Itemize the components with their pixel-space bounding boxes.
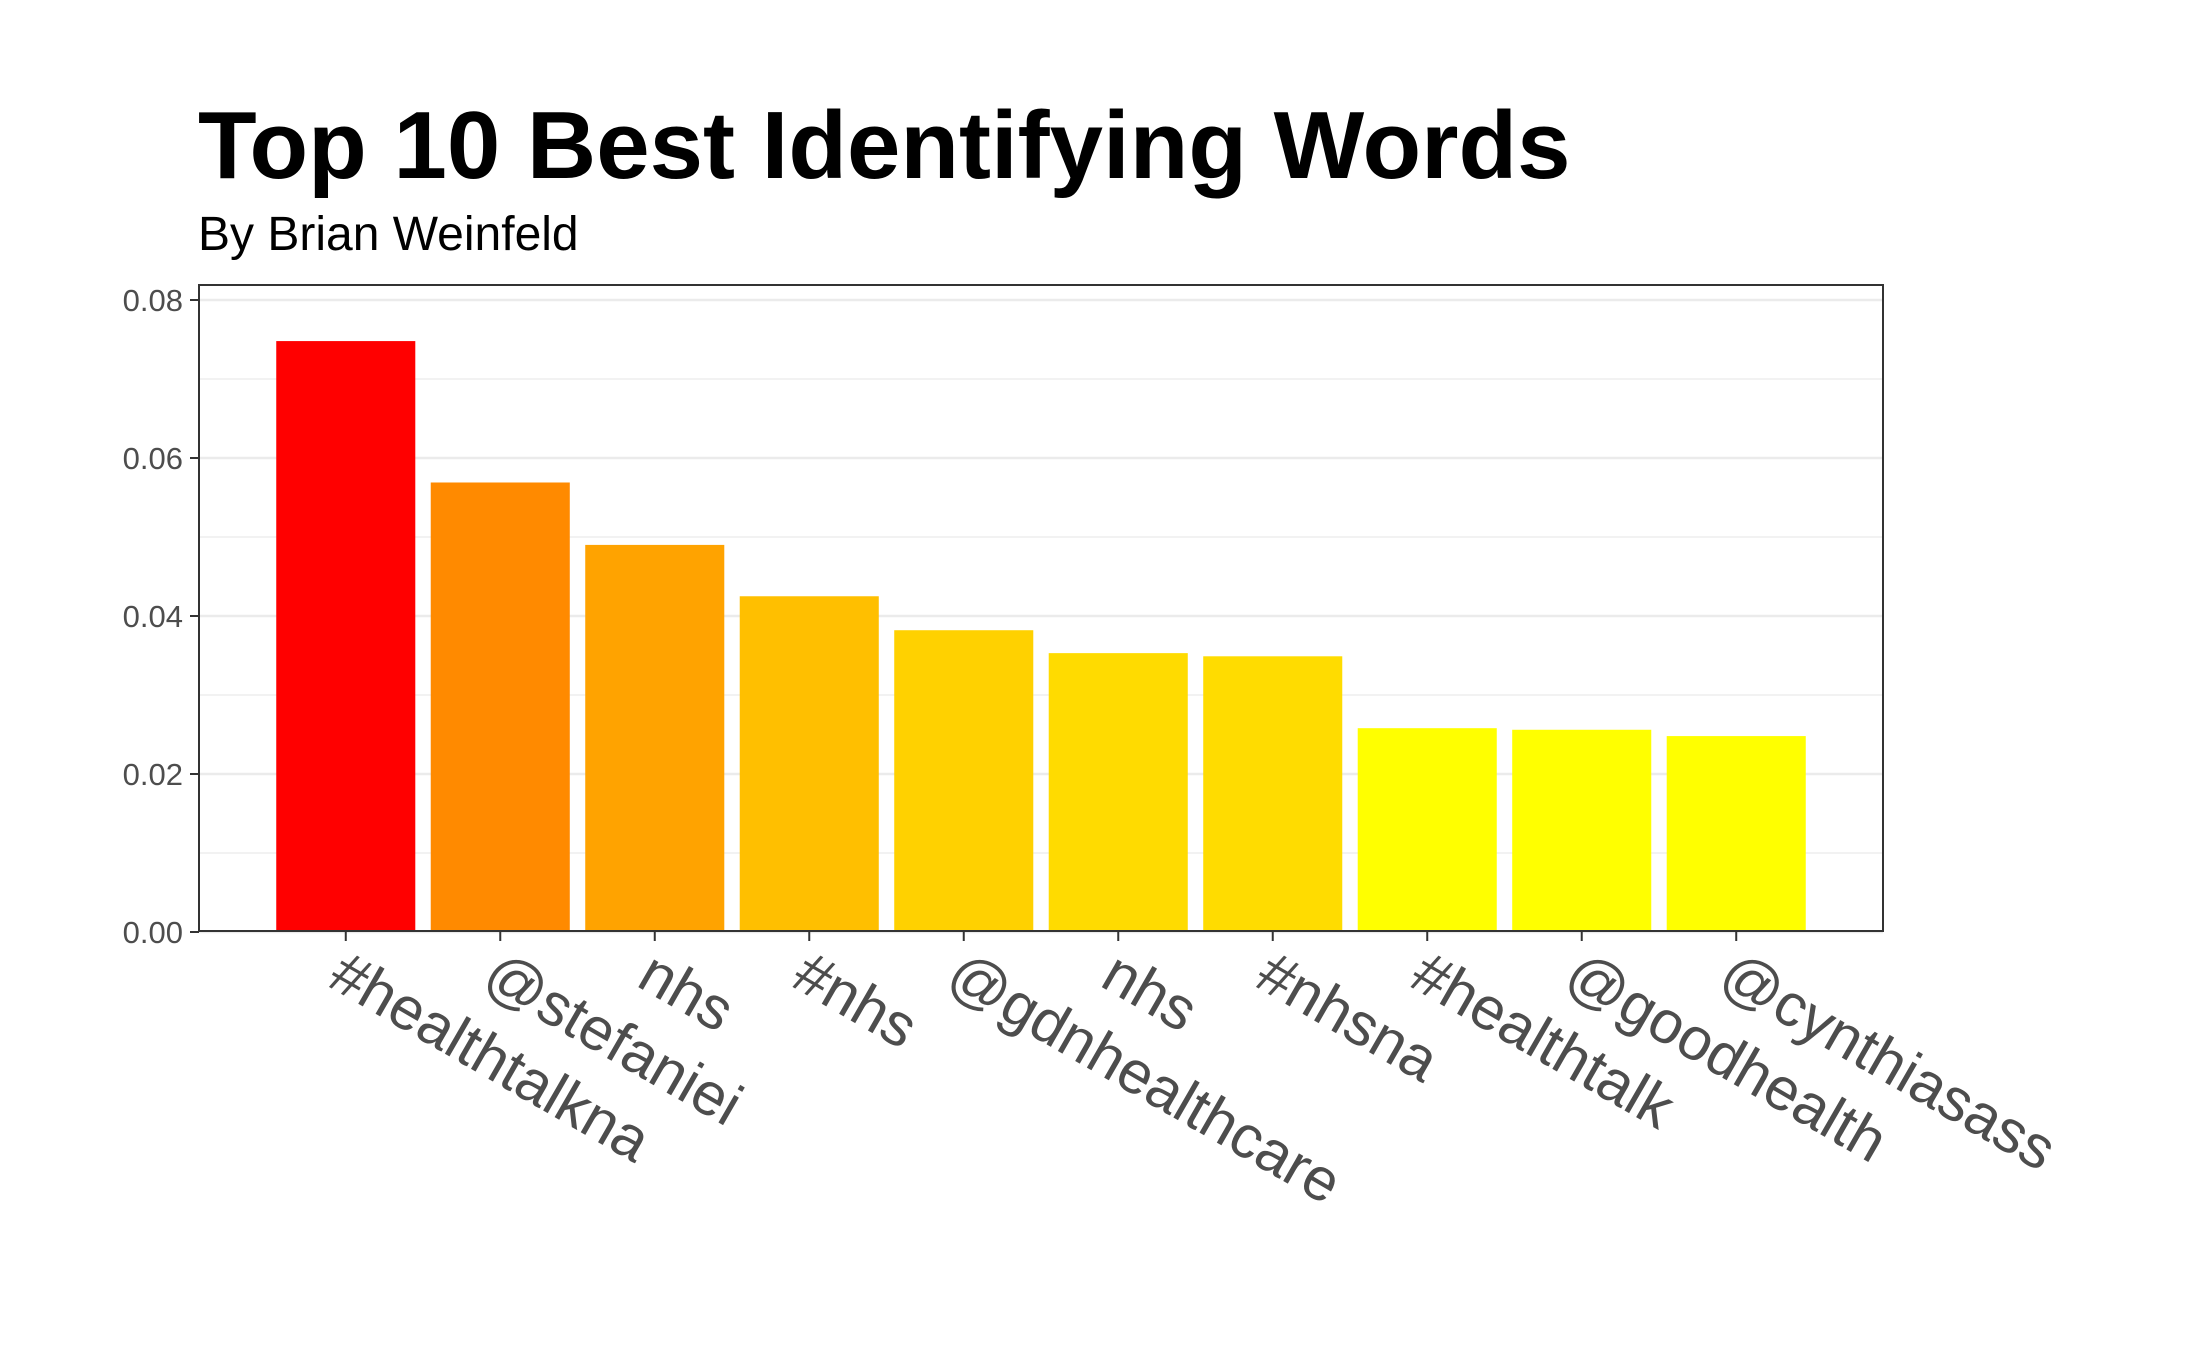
y-tick-label: 0.04 xyxy=(123,599,183,634)
bar xyxy=(739,596,879,932)
chart-subtitle: By Brian Weinfeld xyxy=(198,208,579,261)
bar xyxy=(1666,736,1806,932)
panel-border xyxy=(198,284,1884,932)
bar xyxy=(585,544,725,932)
chart-title: Top 10 Best Identifying Words xyxy=(198,92,1571,199)
bar xyxy=(430,482,570,932)
bar xyxy=(1512,729,1652,932)
y-tick-label: 0.06 xyxy=(123,441,183,476)
y-tick-label: 0.00 xyxy=(123,915,183,950)
bar xyxy=(1203,656,1343,932)
bar xyxy=(1357,728,1497,932)
bar xyxy=(276,341,416,933)
bar xyxy=(894,630,1034,932)
y-tick-label: 0.02 xyxy=(123,757,183,792)
y-axis: 0.00 0.02 0.04 0.06 0.08 xyxy=(123,283,199,950)
bars xyxy=(276,341,1806,933)
y-tick-label: 0.08 xyxy=(123,283,183,318)
x-tick-label: #nhs xyxy=(783,938,929,1061)
bar xyxy=(1048,653,1188,932)
